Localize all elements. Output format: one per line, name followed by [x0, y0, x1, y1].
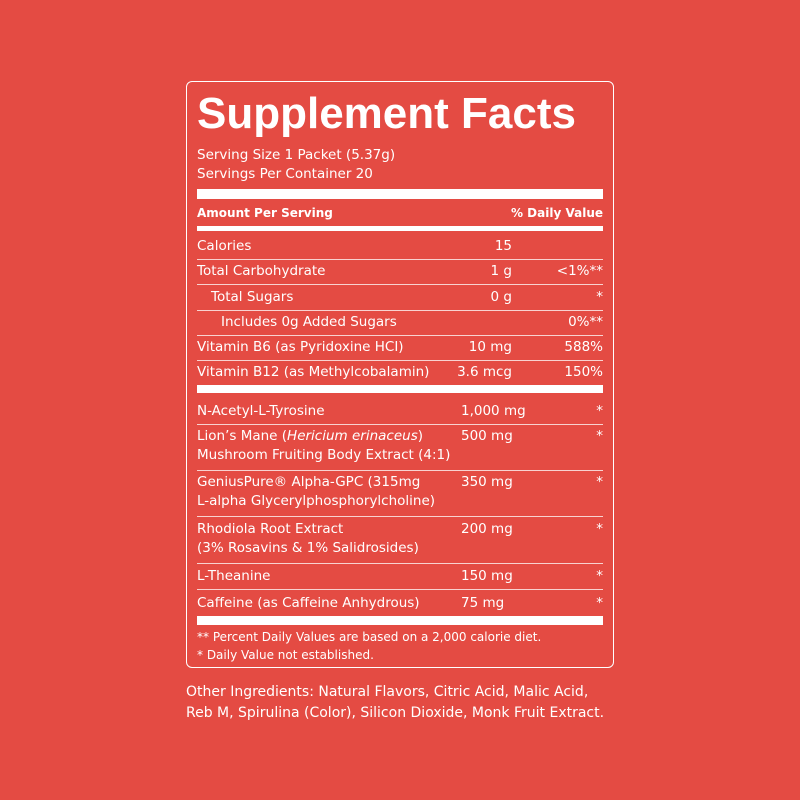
row-divider: [197, 424, 603, 425]
panel-title: Supplement Facts: [197, 89, 576, 138]
latin-name: Hericium erinaceus: [287, 428, 418, 444]
thick-divider: [197, 616, 603, 625]
ingredient-name-line2: (3% Rosavins & 1% Salidrosides): [197, 540, 419, 556]
nutrient-name: Includes 0g Added Sugars: [221, 314, 397, 330]
serving-size: Serving Size 1 Packet (5.37g): [197, 147, 396, 163]
ingredient-dv: *: [596, 474, 603, 490]
ingredient-name: Caffeine (as Caffeine Anhydrous): [197, 595, 420, 611]
ingredient-dv: *: [596, 428, 603, 444]
nutrient-dv: <1%**: [556, 263, 603, 279]
ingredient-name: N-Acetyl-L-Tyrosine: [197, 403, 325, 419]
ingredient-name: Lion’s Mane (Hericium erinaceus): [197, 428, 424, 444]
servings-per-container: Servings Per Container 20: [197, 166, 373, 182]
ingredient-name: Rhodiola Root Extract: [197, 521, 344, 537]
footnote-not-established: * Daily Value not established.: [197, 648, 374, 662]
row-divider: [197, 589, 603, 590]
other-ingredients-line: Other Ingredients: Natural Flavors, Citr…: [186, 684, 589, 700]
ingredient-dv: *: [596, 521, 603, 537]
row-divider: [197, 470, 603, 471]
nutrient-dv: 0%**: [568, 314, 603, 330]
ingredient-amount: 150 mg: [461, 568, 513, 584]
other-ingredients: Other Ingredients: Natural Flavors, Citr…: [186, 682, 626, 724]
other-ingredients-line: Reb M, Spirulina (Color), Silicon Dioxid…: [186, 705, 605, 721]
ingredient-amount: 500 mg: [461, 428, 513, 444]
row-divider: [197, 563, 603, 564]
ingredient-amount: 200 mg: [461, 521, 513, 537]
ingredient-amount: 1,000 mg: [461, 403, 526, 419]
header-daily-value: % Daily Value: [510, 206, 603, 220]
ingredient-name-line2: Mushroom Fruiting Body Extract (4:1): [197, 447, 451, 463]
row-divider: [197, 516, 603, 517]
ingredient-name: L-Theanine: [197, 568, 271, 584]
nutrient-amount: 0 g: [490, 289, 512, 305]
row-divider: [197, 335, 603, 336]
header-amount-per-serving: Amount Per Serving: [197, 206, 333, 220]
thick-divider: [197, 189, 603, 199]
ingredient-name: GeniusPure® Alpha-GPC (315mg: [197, 474, 421, 490]
ingredient-amount: 350 mg: [461, 474, 513, 490]
nutrient-dv: 150%: [564, 364, 603, 380]
nutrient-amount: 3.6 mcg: [457, 364, 512, 380]
row-divider: [197, 310, 603, 311]
nutrient-name: Total Carbohydrate: [197, 263, 326, 279]
thick-divider: [197, 385, 603, 393]
nutrient-dv: *: [596, 289, 603, 305]
ingredient-dv: *: [596, 595, 603, 611]
nutrient-name: Total Sugars: [211, 289, 294, 305]
ingredient-dv: *: [596, 568, 603, 584]
ingredient-amount: 75 mg: [461, 595, 505, 611]
nutrient-name: Vitamin B12 (as Methylcobalamin): [197, 364, 430, 380]
row-divider: [197, 259, 603, 260]
ingredient-dv: *: [596, 403, 603, 419]
footnote-daily-values: ** Percent Daily Values are based on a 2…: [197, 630, 542, 644]
nutrient-amount: 15: [494, 238, 512, 254]
supplement-facts-panel: Supplement Facts Serving Size 1 Packet (…: [186, 81, 614, 668]
row-divider: [197, 360, 603, 361]
row-divider: [197, 284, 603, 285]
nutrient-amount: 1 g: [490, 263, 512, 279]
medium-divider: [197, 226, 603, 231]
nutrient-name: Vitamin B6 (as Pyridoxine HCI): [197, 339, 404, 355]
nutrient-dv: 588%: [564, 339, 603, 355]
ingredient-name-line2: L-alpha Glycerylphosphorylcholine): [197, 493, 436, 509]
nutrient-name: Calories: [197, 238, 252, 254]
nutrient-amount: 10 mg: [468, 339, 512, 355]
